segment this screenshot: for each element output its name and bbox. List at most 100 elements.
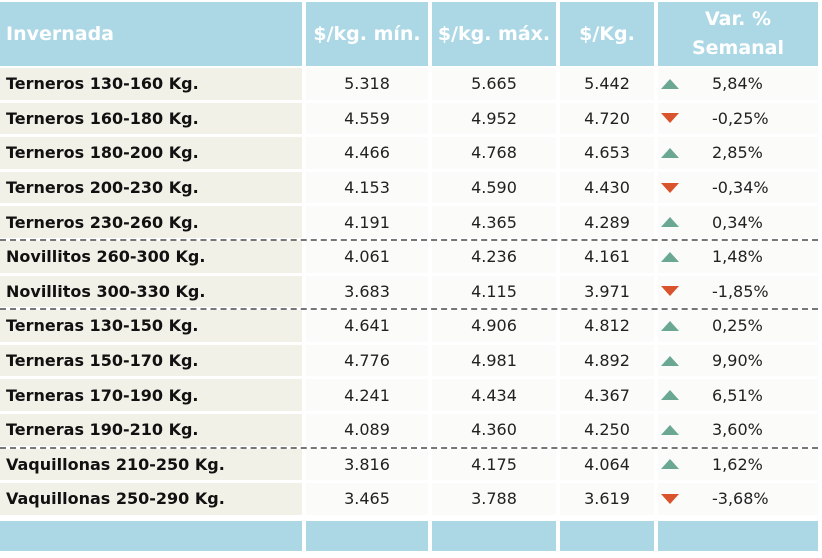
cell-text: 4.236 xyxy=(471,247,517,267)
cell-text: -1,85% xyxy=(712,281,769,301)
value-cell: 4.161 xyxy=(560,241,654,273)
cell-text: Terneras 130-150 Kg. xyxy=(6,316,199,336)
cell-text: Novillitos 260-300 Kg. xyxy=(6,247,206,267)
value-cell: 4.720 xyxy=(560,102,654,135)
value-cell: 4.289 xyxy=(560,206,654,238)
trend-up-icon xyxy=(661,147,679,158)
value-cell: 4.236 xyxy=(432,241,556,273)
footer-cell xyxy=(658,521,818,551)
cell-text: 3.683 xyxy=(344,281,390,301)
cell-text: 3.816 xyxy=(344,454,390,474)
cell-text: 4.191 xyxy=(344,212,390,232)
cell-text: Vaquillonas 250-290 Kg. xyxy=(6,489,225,509)
footer-cell xyxy=(306,521,428,551)
cell-text: 4.289 xyxy=(584,212,630,232)
value-cell: 4.812 xyxy=(560,310,654,342)
cell-text: $/kg. mín. xyxy=(313,22,421,45)
row-label: Terneras 170-190 Kg. xyxy=(0,379,302,411)
footer-cell xyxy=(560,521,654,551)
value-cell: -0,34% xyxy=(658,171,818,204)
cell-text: 5,84% xyxy=(712,74,763,94)
cell-text: 3.619 xyxy=(584,489,630,509)
row-label: Terneras 190-210 Kg. xyxy=(0,414,302,446)
value-cell: 3.465 xyxy=(306,483,428,515)
value-cell: 4.768 xyxy=(432,137,556,169)
cell-text: 4.064 xyxy=(584,454,630,474)
value-cell: 4.089 xyxy=(306,414,428,446)
cell-text: 4.952 xyxy=(471,108,517,128)
cell-text: Terneros 130-160 Kg. xyxy=(6,74,199,94)
value-cell: 3.788 xyxy=(432,483,556,515)
trend-up-icon xyxy=(661,320,679,331)
cell-text: 4.175 xyxy=(471,454,517,474)
header-cell: $/Kg. xyxy=(560,2,654,66)
group-separator xyxy=(0,239,818,241)
value-cell: 1,48% xyxy=(658,241,818,273)
cell-text: 4.153 xyxy=(344,178,390,198)
value-cell: 4.559 xyxy=(306,102,428,135)
cell-text: 4.434 xyxy=(471,385,517,405)
value-cell: 4.590 xyxy=(432,171,556,204)
row-label: Terneros 130-160 Kg. xyxy=(0,68,302,100)
cell-text: $/Kg. xyxy=(579,22,635,45)
row-label: Terneros 160-180 Kg. xyxy=(0,102,302,135)
cell-text: 2,85% xyxy=(712,143,763,163)
cell-text: Novillitos 300-330 Kg. xyxy=(6,281,206,301)
cell-text: 5.442 xyxy=(584,74,630,94)
value-cell: 4.981 xyxy=(432,344,556,377)
cell-text: Invernada xyxy=(6,22,115,45)
value-cell: 4.241 xyxy=(306,379,428,411)
trend-up-icon xyxy=(661,424,679,435)
cell-text: Terneras 190-210 Kg. xyxy=(6,420,199,440)
cell-text: Terneras 150-170 Kg. xyxy=(6,351,199,371)
value-cell: 0,25% xyxy=(658,310,818,342)
row-label: Vaquillonas 250-290 Kg. xyxy=(0,483,302,515)
value-cell: 4.434 xyxy=(432,379,556,411)
group-separator xyxy=(0,308,818,311)
value-cell: 4.191 xyxy=(306,206,428,238)
cell-text: Var. % Semanal xyxy=(691,8,785,59)
cell-text: $/kg. máx. xyxy=(437,22,551,45)
cell-text: 4.241 xyxy=(344,385,390,405)
value-cell: 4.175 xyxy=(432,448,556,481)
cell-text: 1,62% xyxy=(712,454,763,474)
cell-text: 3,60% xyxy=(712,420,763,440)
trend-up-icon xyxy=(661,390,679,401)
row-label: Vaquillonas 210-250 Kg. xyxy=(0,448,302,481)
cell-text: 4.430 xyxy=(584,178,630,198)
value-cell: 5,84% xyxy=(658,68,818,100)
cell-text: 3.788 xyxy=(471,489,517,509)
value-cell: 4.153 xyxy=(306,171,428,204)
cell-text: 4.466 xyxy=(344,143,390,163)
trend-up-icon xyxy=(661,78,679,89)
value-cell: 5.665 xyxy=(432,68,556,100)
cell-text: Terneros 160-180 Kg. xyxy=(6,108,199,128)
trend-up-icon xyxy=(661,217,679,228)
cell-text: 4.641 xyxy=(344,316,390,336)
row-label: Terneros 200-230 Kg. xyxy=(0,171,302,204)
cell-text: 4.590 xyxy=(471,178,517,198)
value-cell: 3,60% xyxy=(658,414,818,446)
cell-text: 4.089 xyxy=(344,420,390,440)
cell-text: 5.318 xyxy=(344,74,390,94)
value-cell: 3.619 xyxy=(560,483,654,515)
cell-text: -0,25% xyxy=(712,108,769,128)
value-cell: 4.360 xyxy=(432,414,556,446)
value-cell: 4.466 xyxy=(306,137,428,169)
row-label: Terneras 150-170 Kg. xyxy=(0,344,302,377)
header-cell: Invernada xyxy=(0,2,302,66)
cell-text: Vaquillonas 210-250 Kg. xyxy=(6,454,225,474)
value-cell: 9,90% xyxy=(658,344,818,377)
cell-text: -0,34% xyxy=(712,178,769,198)
cell-text: Terneras 170-190 Kg. xyxy=(6,385,199,405)
cell-text: 3.971 xyxy=(584,281,630,301)
cell-text: 4.653 xyxy=(584,143,630,163)
trend-up-icon xyxy=(661,251,679,262)
row-label: Novillitos 300-330 Kg. xyxy=(0,275,302,308)
cell-text: 4.161 xyxy=(584,247,630,267)
group-separator xyxy=(0,446,818,449)
value-cell: 4.061 xyxy=(306,241,428,273)
cell-text: Terneros 180-200 Kg. xyxy=(6,143,199,163)
cell-text: 4.768 xyxy=(471,143,517,163)
cell-text: 0,25% xyxy=(712,316,763,336)
